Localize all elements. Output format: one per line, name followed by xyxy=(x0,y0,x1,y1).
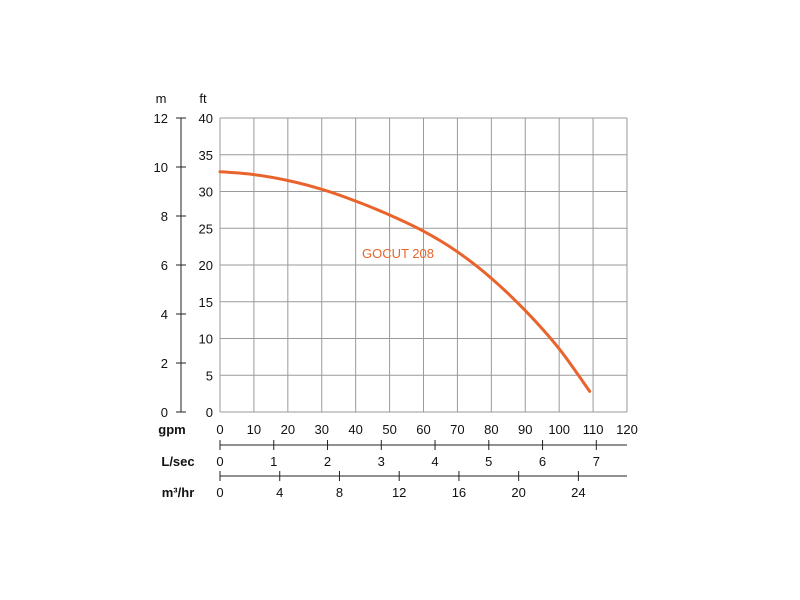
y-axis-ft-unit-label: ft xyxy=(199,91,207,106)
y-axis-ft-tick-label: 35 xyxy=(199,148,213,163)
x-axis-m3hr-unit-label: m³/hr xyxy=(162,485,195,500)
y-axis-m-tick-label: 4 xyxy=(161,307,168,322)
y-axis-m-tick-label: 0 xyxy=(161,405,168,420)
x-axis-m3hr-tick-label: 8 xyxy=(336,485,343,500)
x-axis-gpm-tick-label: 100 xyxy=(548,422,570,437)
series-label-gocut-208: GOCUT 208 xyxy=(362,246,434,261)
x-axis-lsec-tick-label: 7 xyxy=(593,454,600,469)
x-axis-gpm-tick-label: 10 xyxy=(247,422,261,437)
x-axis-lsec-tick-label: 6 xyxy=(539,454,546,469)
y-axis-ft-tick-label: 15 xyxy=(199,295,213,310)
x-axis-lsec-unit-label: L/sec xyxy=(161,454,194,469)
x-axis-gpm-tick-label: 70 xyxy=(450,422,464,437)
x-axis-gpm-tick-label: 50 xyxy=(382,422,396,437)
x-axis-m3hr-tick-label: 12 xyxy=(392,485,406,500)
y-axis-m-tick-label: 2 xyxy=(161,356,168,371)
x-axis-lsec-tick-label: 5 xyxy=(485,454,492,469)
x-axis-gpm-tick-label: 110 xyxy=(583,422,604,437)
y-axis-ft-tick-label: 0 xyxy=(206,405,213,420)
y-axis-ft-tick-label: 20 xyxy=(199,258,213,273)
series-line-gocut-208 xyxy=(218,170,592,393)
x-axis-lsec-tick-label: 1 xyxy=(270,454,277,469)
x-axis-gpm-tick-label: 0 xyxy=(216,422,223,437)
x-axis-gpm-tick-label: 40 xyxy=(348,422,362,437)
y-axis-ft-tick-label: 10 xyxy=(199,332,213,347)
x-axis-gpm-tick-label: 30 xyxy=(315,422,329,437)
y-axis-ft-tick-label: 25 xyxy=(199,221,213,236)
x-axis-lsec-tick-label: 3 xyxy=(378,454,385,469)
y-axis-m-unit-label: m xyxy=(156,91,167,106)
x-axis-m3hr-tick-label: 24 xyxy=(571,485,585,500)
y-axis-m-tick-label: 12 xyxy=(154,111,168,126)
y-axis-m-tick-label: 6 xyxy=(161,258,168,273)
x-axis-lsec-tick-label: 0 xyxy=(216,454,223,469)
x-axis-gpm-tick-label: 20 xyxy=(281,422,295,437)
x-axis-gpm-tick-label: 80 xyxy=(484,422,498,437)
y-axis-m-tick-label: 8 xyxy=(161,209,168,224)
y-axis-ft-tick-label: 30 xyxy=(199,185,213,200)
x-axis-m3hr-tick-label: 0 xyxy=(216,485,223,500)
y-axis-m-tick-label: 10 xyxy=(154,160,168,175)
x-axis-gpm-unit-label: gpm xyxy=(158,422,185,437)
x-axis-lsec-tick-label: 2 xyxy=(324,454,331,469)
x-axis-lsec-tick-label: 4 xyxy=(431,454,438,469)
y-axis-ft-tick-label: 40 xyxy=(199,111,213,126)
chart-axes xyxy=(176,117,627,481)
y-axis-ft-tick-label: 5 xyxy=(206,368,213,383)
chart-grid xyxy=(219,117,628,413)
x-axis-gpm-tick-label: 60 xyxy=(416,422,430,437)
x-axis-m3hr-tick-label: 16 xyxy=(452,485,466,500)
x-axis-gpm-tick-label: 120 xyxy=(616,422,638,437)
x-axis-m3hr-tick-label: 20 xyxy=(511,485,525,500)
x-axis-m3hr-tick-label: 4 xyxy=(276,485,283,500)
chart-series xyxy=(218,170,592,393)
x-axis-gpm-tick-label: 90 xyxy=(518,422,532,437)
